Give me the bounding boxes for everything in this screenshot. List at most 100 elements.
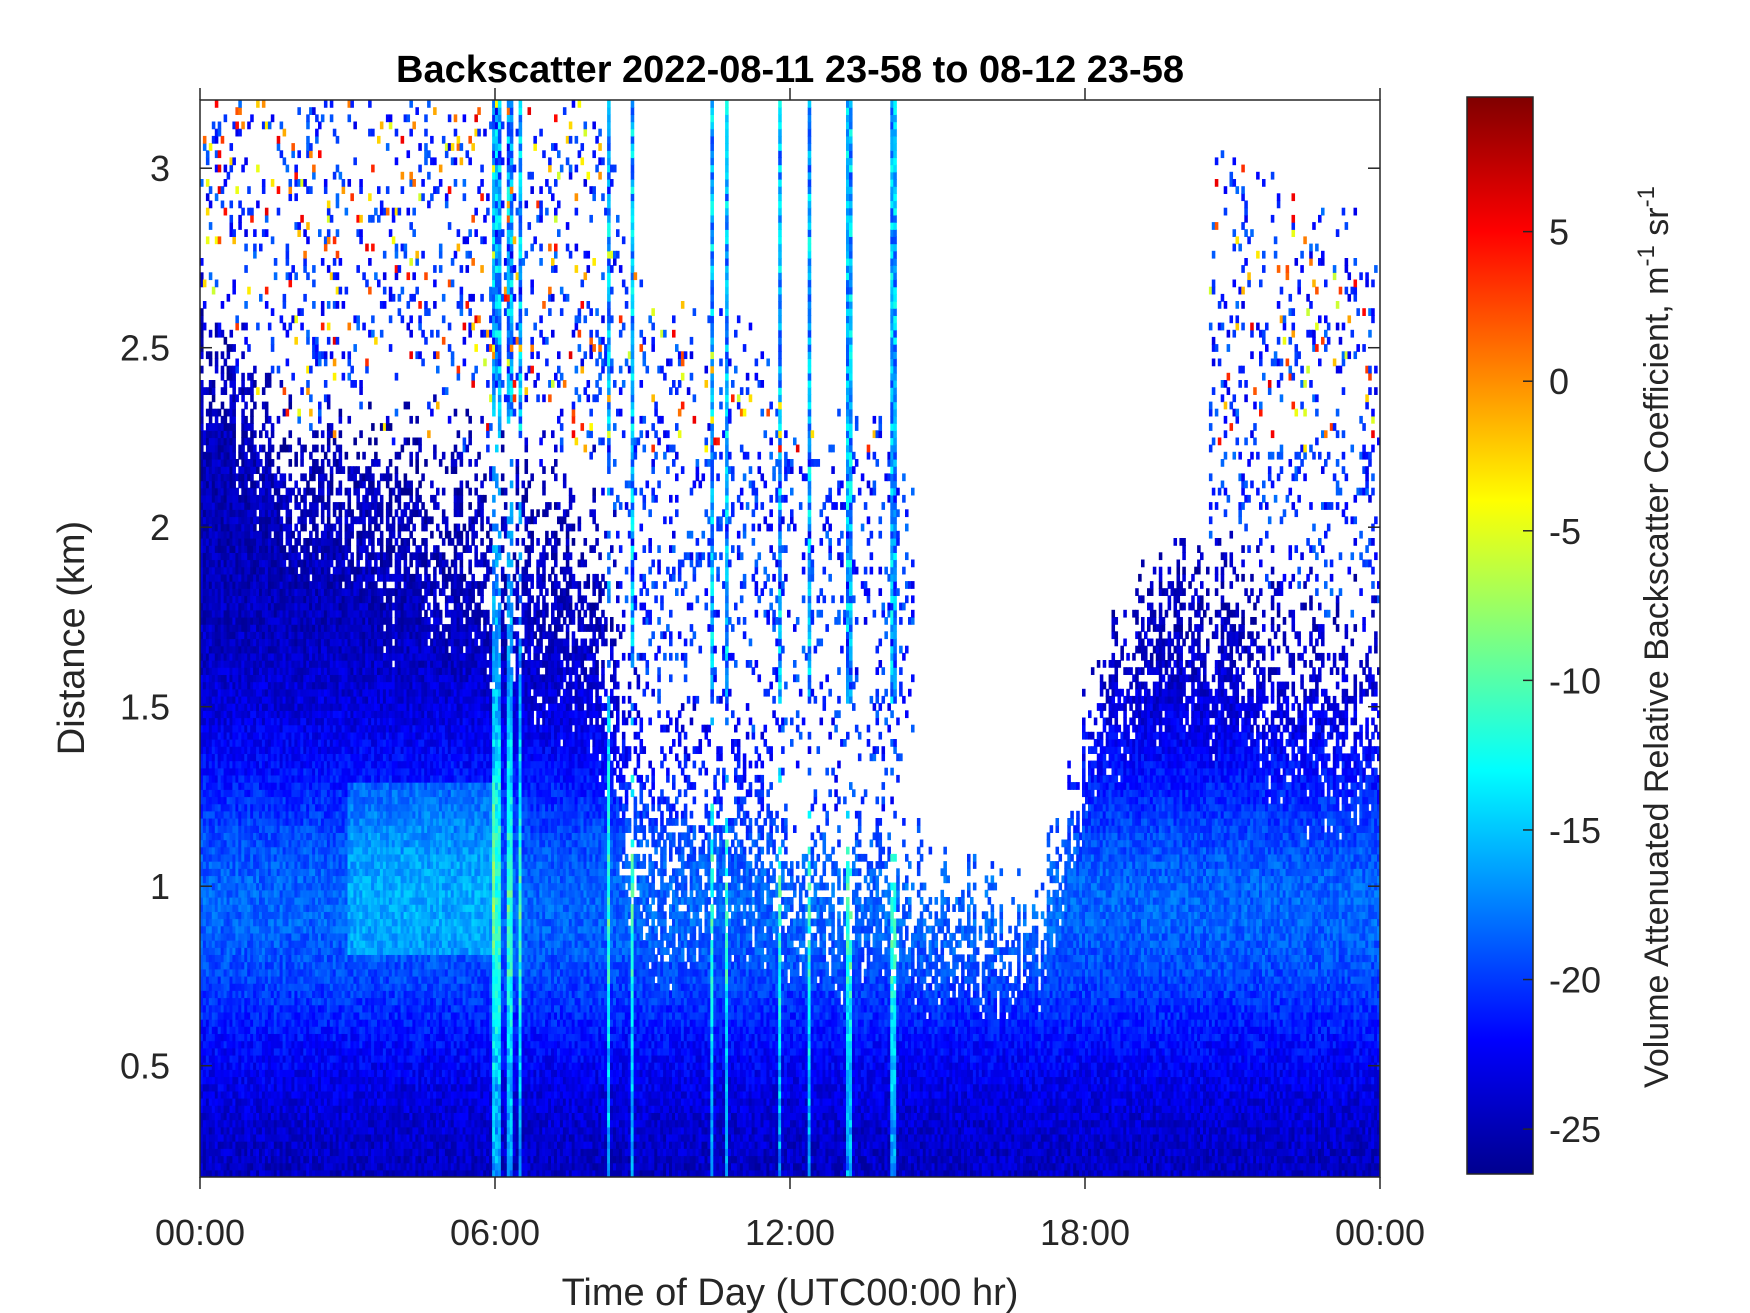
- heat-cell: [241, 122, 245, 130]
- heat-cell: [315, 502, 319, 510]
- heat-cell: [327, 509, 331, 517]
- heat-cell: [271, 337, 275, 345]
- heat-cell: [327, 516, 331, 524]
- heat-cell: [309, 143, 313, 151]
- heat-cell: [244, 265, 248, 273]
- heat-cell: [238, 129, 242, 137]
- heat-cell: [259, 430, 263, 438]
- heat-cell: [244, 430, 248, 438]
- heat-cell: [268, 373, 272, 381]
- heat-cell: [209, 330, 213, 338]
- heat-cell: [312, 473, 316, 481]
- heat-cell: [253, 445, 257, 453]
- heat-cell: [321, 459, 325, 467]
- heat-cell: [333, 509, 337, 517]
- heat-cell: [312, 516, 316, 524]
- heat-cell: [289, 516, 293, 524]
- heat-cell: [318, 402, 322, 410]
- heat-cell: [286, 258, 290, 266]
- heat-cell: [318, 409, 322, 417]
- heat-cell: [250, 114, 254, 122]
- heat-cell: [321, 495, 325, 503]
- heat-cell: [250, 423, 254, 431]
- heat-cell: [247, 186, 251, 194]
- heat-cell: [224, 114, 228, 122]
- heat-cell: [259, 294, 263, 302]
- heat-cell: [232, 409, 236, 417]
- heat-cell: [309, 423, 313, 431]
- heat-cell: [271, 308, 275, 316]
- heat-cell: [294, 272, 298, 280]
- heat-cell: [286, 251, 290, 259]
- heat-cell: [271, 445, 275, 453]
- heat-cell: [277, 466, 281, 474]
- heat-cell: [303, 251, 307, 259]
- heat-cell: [289, 394, 293, 402]
- heat-cell: [209, 416, 213, 424]
- heat-cell: [221, 186, 225, 194]
- heat-cell: [333, 438, 337, 446]
- heat-cell: [206, 150, 210, 158]
- heat-cell: [206, 236, 210, 244]
- heat-cell: [241, 394, 245, 402]
- heat-cell: [303, 229, 307, 237]
- heat-cell: [306, 136, 310, 144]
- heat-cell: [271, 236, 275, 244]
- heat-cell: [286, 330, 290, 338]
- heat-cell: [324, 351, 328, 359]
- heat-cell: [280, 380, 284, 388]
- heat-cell: [262, 423, 266, 431]
- heat-cell: [221, 402, 225, 410]
- heat-cell: [333, 373, 337, 381]
- heat-cell: [283, 323, 287, 331]
- heat-cell: [232, 466, 236, 474]
- heat-cell: [235, 323, 239, 331]
- heat-cell: [303, 179, 307, 187]
- heat-cell: [238, 107, 242, 115]
- heat-cell: [300, 452, 304, 460]
- heat-cell: [256, 100, 260, 108]
- heat-cell: [218, 122, 222, 130]
- heat-cell: [224, 179, 228, 187]
- heat-cell: [215, 280, 219, 288]
- heat-cell: [300, 459, 304, 467]
- heat-cell: [291, 488, 295, 496]
- heat-cell: [297, 107, 301, 115]
- heat-cell: [330, 481, 334, 489]
- heat-cell: [277, 416, 281, 424]
- heat-cell: [271, 430, 275, 438]
- heat-cell: [330, 473, 334, 481]
- heat-cell: [235, 186, 239, 194]
- heat-cell: [309, 409, 313, 417]
- heat-cell: [221, 201, 225, 209]
- heat-cell: [294, 337, 298, 345]
- heat-cell: [280, 122, 284, 130]
- heat-cell: [203, 280, 207, 288]
- heat-cell: [312, 488, 316, 496]
- heat-cell: [209, 186, 213, 194]
- heat-cell: [268, 380, 272, 388]
- heat-cell: [230, 330, 234, 338]
- heat-cell: [312, 107, 316, 115]
- heat-cell: [256, 387, 260, 395]
- heat-cell: [303, 524, 307, 532]
- heat-cell: [327, 337, 331, 345]
- heat-cell: [283, 481, 287, 489]
- heat-cell: [324, 100, 328, 108]
- heat-cell: [221, 330, 225, 338]
- heat-cell: [209, 143, 213, 151]
- heat-cell: [294, 567, 298, 575]
- heat-cell: [294, 545, 298, 553]
- heat-cell: [318, 416, 322, 424]
- heat-cell: [289, 473, 293, 481]
- heat-cell: [253, 251, 257, 259]
- heat-cell: [321, 445, 325, 453]
- heat-cell: [289, 323, 293, 331]
- heat-cell: [244, 481, 248, 489]
- heat-cell: [218, 165, 222, 173]
- heat-cell: [250, 387, 254, 395]
- heat-cell: [274, 258, 278, 266]
- heat-cell: [330, 100, 334, 108]
- heat-cell: [209, 222, 213, 230]
- heat-cell: [291, 265, 295, 273]
